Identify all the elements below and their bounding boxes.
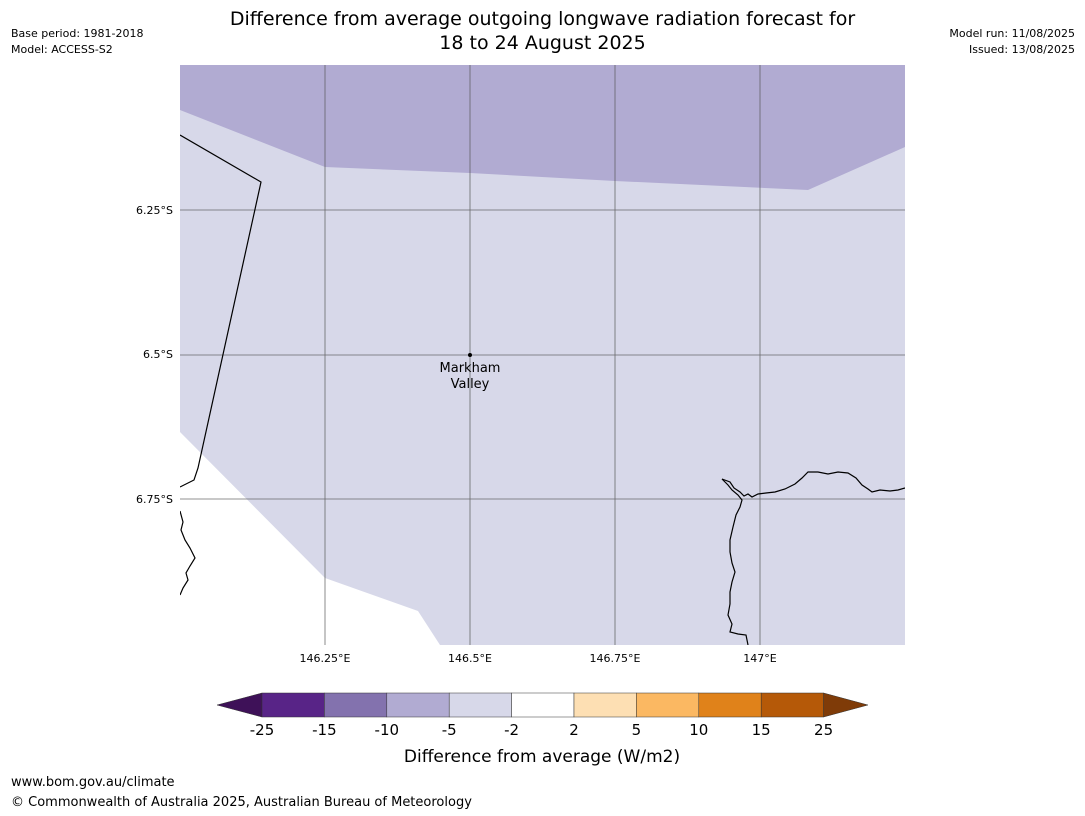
colorbar-swatch-8: [698, 692, 762, 718]
colorbar-tick-label: 2: [569, 721, 579, 739]
coastline-huon-gulf: [721, 471, 905, 498]
province-boundary-line: [180, 134, 262, 488]
colorbar-tick-label: -25: [250, 721, 275, 739]
colorbar-tick-label: 5: [632, 721, 642, 739]
place-label-line-2: Valley: [451, 377, 490, 392]
colorbar-tick-label: -10: [375, 721, 400, 739]
model-run-text: Model run: 11/08/2025: [949, 27, 1075, 40]
colorbar-tick-label: -5: [442, 721, 457, 739]
colorbar-swatch-9: [760, 692, 824, 718]
colorbar-swatch-6: [573, 692, 637, 718]
lon-label-146-5: 146.5°E: [448, 652, 492, 665]
lon-label-146-75: 146.75°E: [590, 652, 641, 665]
colorbar-tick-label: 15: [752, 721, 771, 739]
lat-label-6-5: 6.5°S: [143, 348, 173, 361]
title-line-2: 18 to 24 August 2025: [439, 32, 646, 54]
coastline-west: [180, 510, 196, 596]
place-label-line-1: Markham: [440, 361, 501, 376]
metadata-left: Base period: 1981-2018 Model: ACCESS-S2: [11, 26, 143, 58]
title-line-1: Difference from average outgoing longwav…: [229, 8, 856, 30]
footer-copyright: © Commonwealth of Australia 2025, Austra…: [11, 795, 472, 810]
colorbar-swatch-4: [448, 692, 512, 718]
footer-url[interactable]: www.bom.gov.au/climate: [11, 775, 175, 790]
colorbar-label: Difference from average (W/m2): [404, 747, 680, 767]
latitude-labels: 6.25°S 6.5°S 6.75°S: [136, 204, 173, 506]
colorbar-swatch-2: [324, 692, 388, 718]
colorbar-tick-label: 10: [689, 721, 708, 739]
markham-valley-marker: [468, 353, 472, 357]
base-period-text: Base period: 1981-2018: [11, 27, 144, 40]
colorbar-extend-low: [216, 692, 263, 718]
lon-label-147: 147°E: [743, 652, 776, 665]
colorbar-tick-label: -15: [312, 721, 337, 739]
lat-label-6-75: 6.75°S: [136, 493, 173, 506]
issued-text: Issued: 13/08/2025: [968, 43, 1075, 56]
coastlines: [180, 134, 905, 645]
model-text: Model: ACCESS-S2: [11, 43, 113, 56]
colorbar-swatch-1: [261, 692, 325, 718]
colorbar-swatch-5: [511, 692, 575, 718]
lat-label-6-25: 6.25°S: [136, 204, 173, 217]
metadata-right: Model run: 11/08/2025 Issued: 13/08/2025: [949, 26, 1075, 58]
map-title: Difference from average outgoing longwav…: [150, 7, 935, 55]
colorbar-swatch-3: [386, 692, 450, 718]
coastline-south: [721, 478, 749, 645]
colorbar-tick-label: -2: [504, 721, 519, 739]
colorbar-legend: -25 -15 -10 -5 -2 2 5 10 15 25: [216, 692, 869, 739]
lon-label-146-25: 146.25°E: [300, 652, 351, 665]
anomaly-region-dark: [180, 65, 905, 190]
colorbar-swatch-7: [636, 692, 700, 718]
colorbar-tick-label: 25: [814, 721, 833, 739]
colorbar-extend-high: [823, 692, 869, 718]
map-plot-area: [180, 65, 905, 645]
longitude-labels: 146.25°E 146.5°E 146.75°E 147°E: [300, 652, 777, 665]
graticule: [180, 65, 905, 645]
